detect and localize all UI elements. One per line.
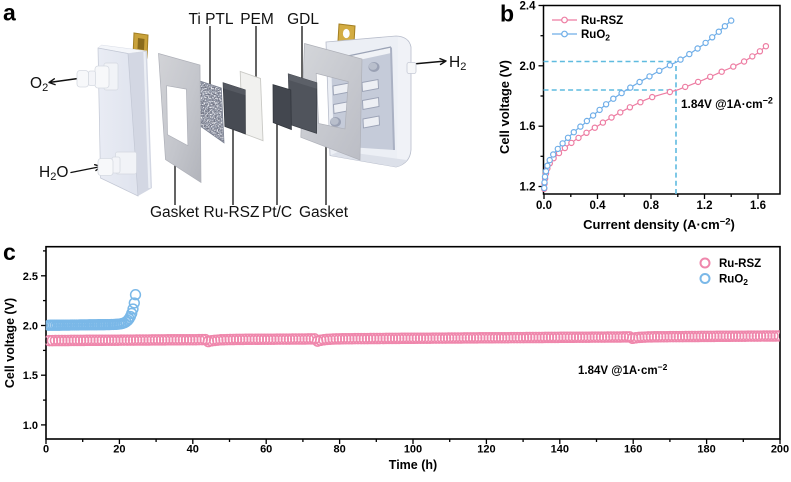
svg-text:Pt/C: Pt/C [262, 204, 292, 221]
svg-text:Cell voltage (V): Cell voltage (V) [3, 298, 17, 388]
svg-text:1.6: 1.6 [750, 200, 766, 212]
svg-text:Ru-RSZ: Ru-RSZ [719, 258, 761, 270]
svg-text:0.0: 0.0 [536, 200, 552, 212]
svg-text:40: 40 [187, 444, 199, 456]
svg-text:Ru-RSZ: Ru-RSZ [204, 204, 260, 221]
svg-text:0.4: 0.4 [590, 200, 607, 212]
svg-text:1.84V @1A·cm−2: 1.84V @1A·cm−2 [578, 362, 668, 377]
svg-text:180: 180 [697, 444, 715, 456]
svg-text:0.8: 0.8 [643, 200, 660, 212]
svg-text:GDL: GDL [287, 11, 319, 28]
svg-text:a: a [3, 0, 16, 26]
svg-text:100: 100 [404, 444, 422, 456]
svg-text:Ti PTL: Ti PTL [188, 11, 233, 28]
svg-text:Gasket: Gasket [299, 204, 349, 221]
svg-text:200: 200 [771, 444, 789, 456]
svg-text:c: c [3, 239, 16, 265]
svg-text:Cell voltage (V): Cell voltage (V) [497, 60, 512, 154]
svg-text:1.6: 1.6 [520, 121, 536, 133]
svg-text:1.2: 1.2 [697, 200, 713, 212]
svg-text:Ru-RSZ: Ru-RSZ [581, 15, 623, 27]
svg-text:60: 60 [260, 444, 272, 456]
svg-text:2.5: 2.5 [23, 271, 38, 283]
svg-text:PEM: PEM [240, 11, 274, 28]
svg-text:RuO2: RuO2 [581, 29, 610, 43]
svg-text:RuO2: RuO2 [719, 274, 748, 288]
svg-text:Current density (A·cm−2): Current density (A·cm−2) [583, 217, 735, 233]
svg-text:160: 160 [624, 444, 642, 456]
svg-text:140: 140 [551, 444, 569, 456]
svg-text:2.0: 2.0 [520, 61, 536, 73]
svg-text:1.2: 1.2 [520, 182, 536, 194]
svg-text:Time (h): Time (h) [389, 458, 437, 472]
svg-text:2.4: 2.4 [520, 1, 537, 13]
svg-text:1.0: 1.0 [23, 420, 38, 432]
svg-text:120: 120 [477, 444, 495, 456]
svg-text:2.0: 2.0 [23, 321, 38, 333]
svg-text:1.84V @1A·cm−2: 1.84V @1A·cm−2 [681, 96, 773, 112]
svg-text:Gasket: Gasket [150, 204, 200, 221]
svg-text:1.5: 1.5 [23, 370, 38, 382]
svg-text:b: b [500, 0, 514, 26]
svg-text:H2O: H2O [39, 164, 68, 183]
svg-text:80: 80 [333, 444, 345, 456]
svg-text:20: 20 [113, 444, 125, 456]
svg-text:0: 0 [43, 444, 49, 456]
